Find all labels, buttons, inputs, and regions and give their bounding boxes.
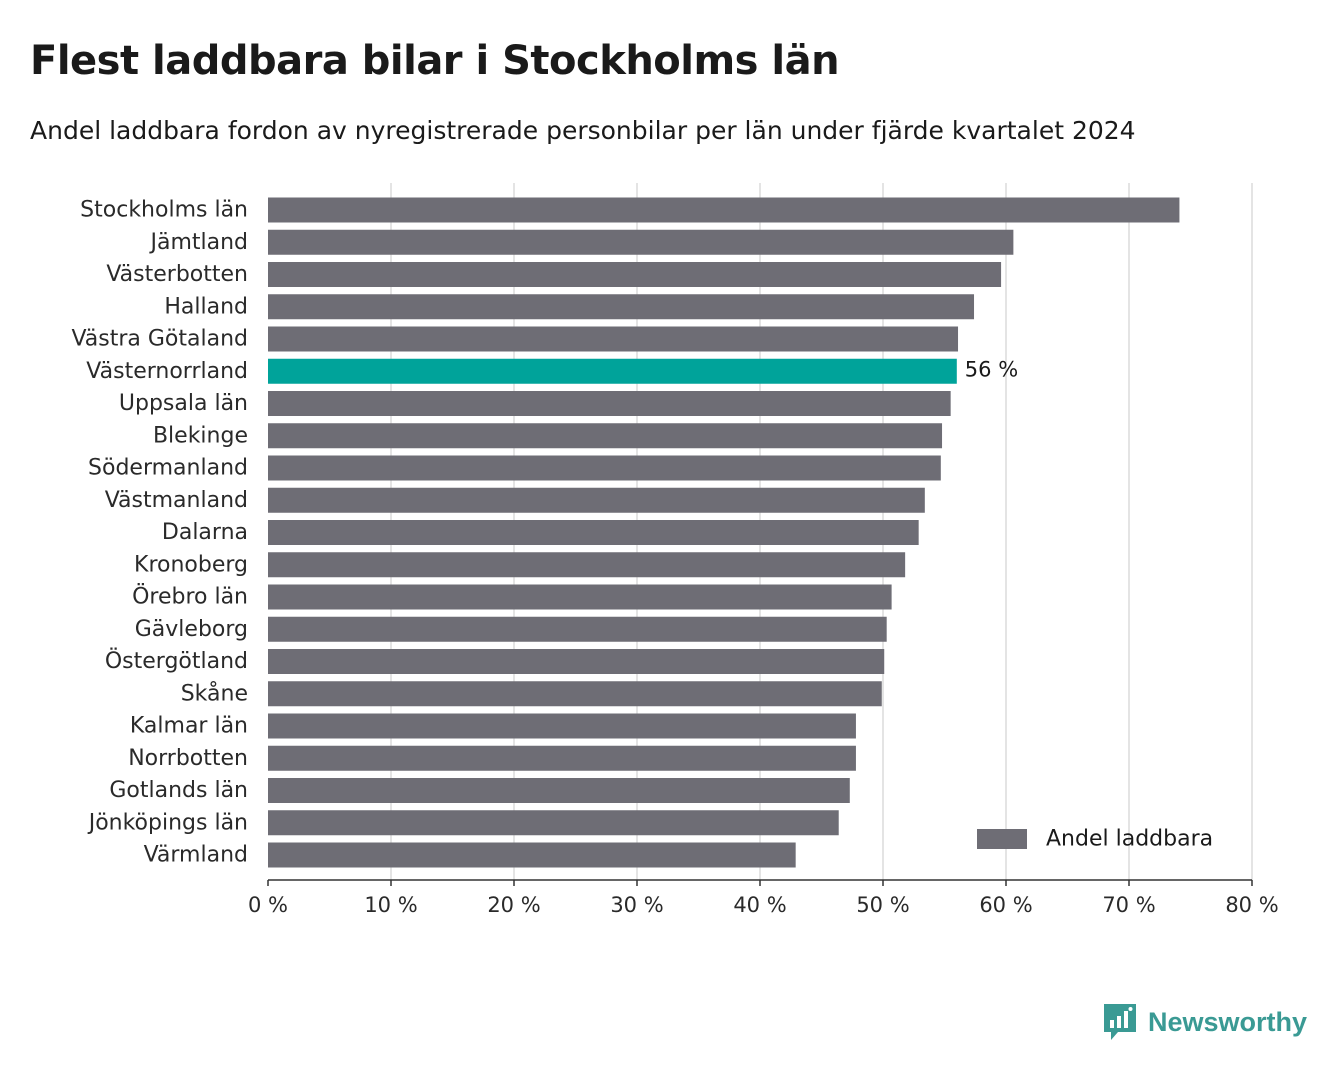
category-labels: Stockholms län Jämtland Västerbotten Hallan…: [71, 198, 248, 868]
category-label: Jämtland: [148, 230, 248, 255]
bar-6: [268, 358, 957, 384]
bar-17: [268, 713, 856, 739]
bar-11: [268, 520, 919, 545]
category-label: Västernorrland: [86, 359, 248, 384]
bar-21: [268, 842, 796, 868]
category-label: Västmanland: [105, 488, 248, 513]
category-label: Värmland: [144, 843, 248, 868]
newsworthy-logo-icon: [1104, 1004, 1136, 1040]
category-label: Kronoberg: [134, 552, 248, 577]
category-label: Gävleborg: [135, 617, 248, 642]
bar-2: [268, 229, 1014, 255]
x-tick-label: 0 %: [248, 893, 288, 917]
category-label: Örebro län: [132, 584, 248, 610]
x-tick-label: 70 %: [1102, 893, 1155, 917]
x-tick-label: 20 %: [487, 893, 540, 917]
category-label: Västra Götaland: [71, 327, 248, 352]
brand: Newsworthy: [1102, 1002, 1307, 1042]
bar-7: [268, 391, 951, 416]
x-axis: 0 % 10 % 20 % 30 % 40 % 50 % 60 % 70 % 80 %: [248, 879, 1279, 917]
bar-20: [268, 810, 839, 836]
category-label: Norrbotten: [128, 746, 248, 771]
x-tick-label: 60 %: [979, 893, 1032, 917]
category-label: Halland: [164, 294, 248, 319]
bar-4: [268, 294, 975, 320]
bar-1: [268, 197, 1180, 223]
bars: 56 %: [268, 197, 1180, 868]
category-label: Uppsala län: [119, 391, 248, 416]
bar-19: [268, 778, 850, 803]
x-tick-label: 10 %: [364, 893, 417, 917]
x-tick-label: 50 %: [856, 893, 909, 917]
legend: Andel laddbara: [977, 827, 1213, 852]
x-tick-label: 80 %: [1225, 893, 1278, 917]
bar-5: [268, 326, 959, 352]
category-label: Gotlands län: [109, 778, 248, 803]
brand-name: Newsworthy: [1148, 1006, 1308, 1037]
bar-8: [268, 423, 943, 449]
bar-9: [268, 455, 941, 481]
highlight-data-label: 56 %: [965, 357, 1018, 381]
category-label: Stockholms län: [80, 198, 248, 223]
category-label: Kalmar län: [130, 714, 248, 739]
chart-subtitle: Andel laddbara fordon av nyregistrerade …: [30, 116, 1136, 145]
bar-15: [268, 649, 885, 674]
category-label: Skåne: [181, 680, 248, 706]
x-tick-label: 30 %: [610, 893, 663, 917]
bar-13: [268, 584, 892, 610]
legend-swatch: [977, 829, 1027, 849]
category-label: Dalarna: [162, 520, 248, 545]
bar-3: [268, 262, 1002, 287]
category-label: Blekinge: [153, 423, 248, 448]
category-label: Östergötland: [105, 648, 248, 674]
x-tick-label: 40 %: [733, 893, 786, 917]
category-label: Västerbotten: [106, 262, 248, 287]
chart-title: Flest laddbara bilar i Stockholms län: [30, 38, 840, 84]
bar-18: [268, 745, 856, 771]
category-label: Jönköpings län: [87, 810, 248, 835]
bar-10: [268, 487, 925, 513]
bar-16: [268, 681, 882, 707]
category-label: Södermanland: [88, 456, 248, 481]
legend-label: Andel laddbara: [1046, 827, 1213, 852]
bar-14: [268, 616, 887, 642]
bar-12: [268, 552, 906, 578]
